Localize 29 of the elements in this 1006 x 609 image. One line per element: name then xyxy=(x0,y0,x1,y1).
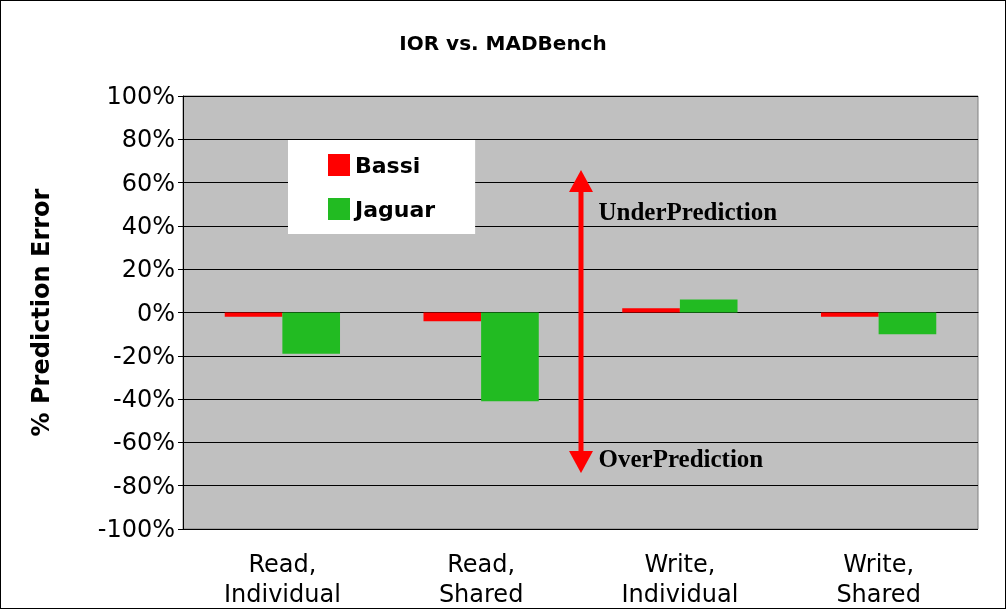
y-tick-label: 60% xyxy=(121,168,175,197)
x-tick-label: Write, Shared xyxy=(836,550,921,608)
bar xyxy=(224,312,283,317)
bar xyxy=(481,312,539,402)
y-tick-label: -20% xyxy=(112,341,175,370)
y-tick-label: -80% xyxy=(112,471,175,500)
bar xyxy=(820,312,879,317)
y-tick-label: -100% xyxy=(97,515,175,543)
bar xyxy=(282,312,341,354)
y-tick-label: 100% xyxy=(106,82,175,110)
bar xyxy=(622,308,680,313)
annotation: UnderPrediction xyxy=(598,197,778,225)
y-tick-label: 0% xyxy=(136,298,175,327)
y-axis-title: % Prediction Error xyxy=(27,188,55,437)
x-tick-label: Write, Individual xyxy=(621,550,739,608)
bar xyxy=(878,312,937,335)
y-tick-label: -40% xyxy=(112,385,175,414)
chart-title: IOR vs. MADBench xyxy=(399,31,607,55)
bar xyxy=(679,299,738,313)
legend-label: Bassi xyxy=(355,152,421,178)
y-tick-label: -60% xyxy=(112,428,175,457)
bar xyxy=(423,312,482,322)
annotation: OverPrediction xyxy=(598,444,764,472)
y-tick-label: 40% xyxy=(121,211,175,240)
x-tick-label: Read, Shared xyxy=(438,550,524,608)
legend-label: Jaguar xyxy=(353,196,436,222)
x-tick-label: Read, Individual xyxy=(223,550,341,608)
y-tick-label: 20% xyxy=(121,255,175,284)
y-tick-label: 80% xyxy=(121,125,175,154)
